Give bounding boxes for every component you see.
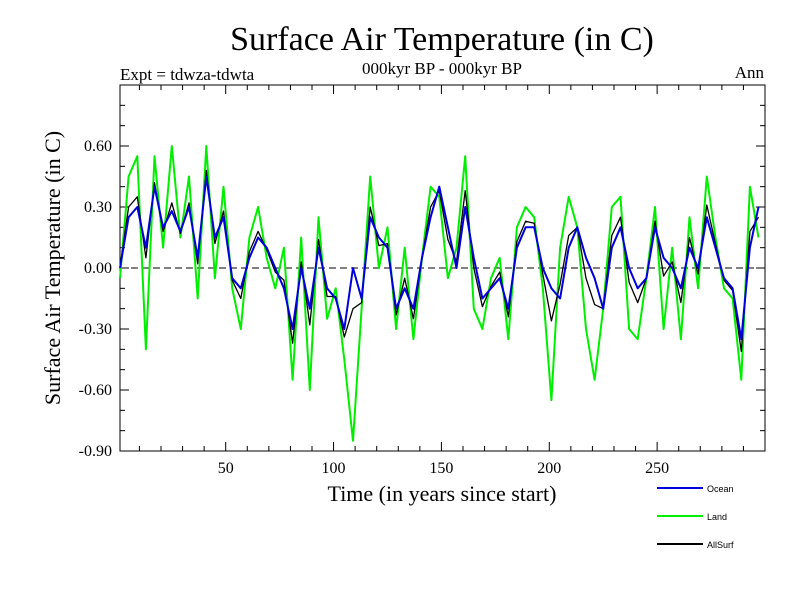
y-tick-label: 0.00 xyxy=(84,260,112,277)
plot-area: 50 100 150 200 250 -0.90 -0.60 -0.30 0.00 0.30 0.6… xyxy=(79,84,766,477)
y-tick-label: -0.90 xyxy=(79,443,112,460)
x-tick-label: 250 xyxy=(645,460,669,477)
x-tick-label: 100 xyxy=(322,460,346,477)
y-axis-label: Surface Air Temperature (in C) xyxy=(40,131,65,405)
legend-label-allsurf: AllSurf xyxy=(707,540,734,550)
legend-label-land: Land xyxy=(707,512,727,522)
y-tick-label: 0.60 xyxy=(84,138,112,155)
y-tick-label: -0.30 xyxy=(79,321,112,338)
legend-label-ocean: Ocean xyxy=(707,484,734,494)
x-axis-label: Time (in years since start) xyxy=(328,481,557,506)
y-tick-label: -0.60 xyxy=(79,382,112,399)
legend: Ocean Land AllSurf xyxy=(657,484,734,550)
x-tick-label: 150 xyxy=(429,460,453,477)
x-tick-label: 50 xyxy=(218,460,234,477)
chart-subtitle: 000kyr BP - 000kyr BP xyxy=(362,59,522,78)
experiment-label: Expt = tdwza-tdwta xyxy=(120,65,255,84)
season-label: Ann xyxy=(735,63,765,82)
x-tick-label: 200 xyxy=(537,460,561,477)
chart-title: Surface Air Temperature (in C) xyxy=(230,21,654,58)
y-tick-label: 0.30 xyxy=(84,199,112,216)
series-line-land xyxy=(119,145,760,442)
series-line-ocean xyxy=(119,175,760,341)
